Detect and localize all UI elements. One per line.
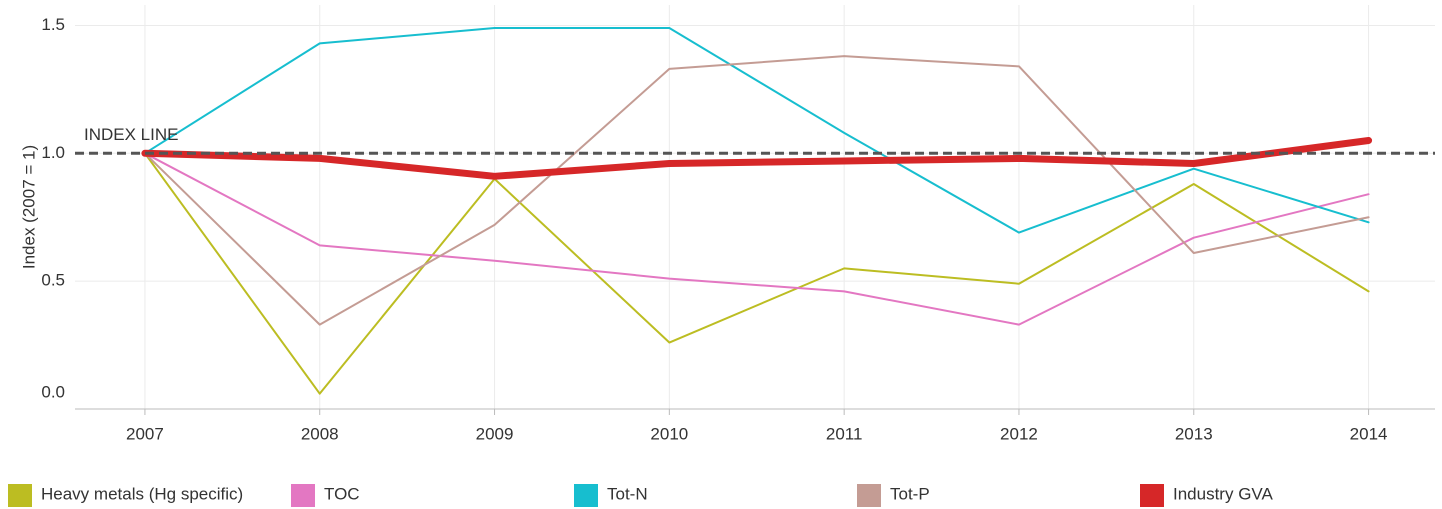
legend-label: Tot-P [890,484,930,503]
legend-label: Heavy metals (Hg specific) [41,484,243,503]
legend-swatch [857,484,881,507]
annotation: INDEX LINE [84,125,178,144]
x-tick-label: 2011 [826,424,863,443]
legend-swatch [8,484,32,507]
x-tick-label: 2007 [126,424,164,443]
x-tick-label: 2008 [301,424,339,443]
y-tick-label: 0.5 [41,271,65,290]
series-line [143,152,1370,326]
y-tick-label: 1.0 [41,143,65,162]
y-tick-label: 1.5 [41,15,65,34]
legend-label: Industry GVA [1173,484,1273,503]
series-line [143,152,1370,395]
legend-swatch [291,484,315,507]
x-tick-label: 2009 [476,424,514,443]
legend-swatch [574,484,598,507]
x-tick-label: 2013 [1175,424,1213,443]
y-tick-label: 0.0 [41,382,65,401]
series-line [143,27,1370,234]
x-tick-label: 2014 [1350,424,1388,443]
series-line [143,55,1370,326]
legend-label: Tot-N [607,484,648,503]
legend-swatch [1140,484,1164,507]
series-line [141,137,1373,180]
y-axis-label: Index (2007 = 1) [19,145,38,269]
x-tick-label: 2012 [1000,424,1038,443]
legend-label: TOC [324,484,360,503]
x-tick-label: 2010 [650,424,688,443]
